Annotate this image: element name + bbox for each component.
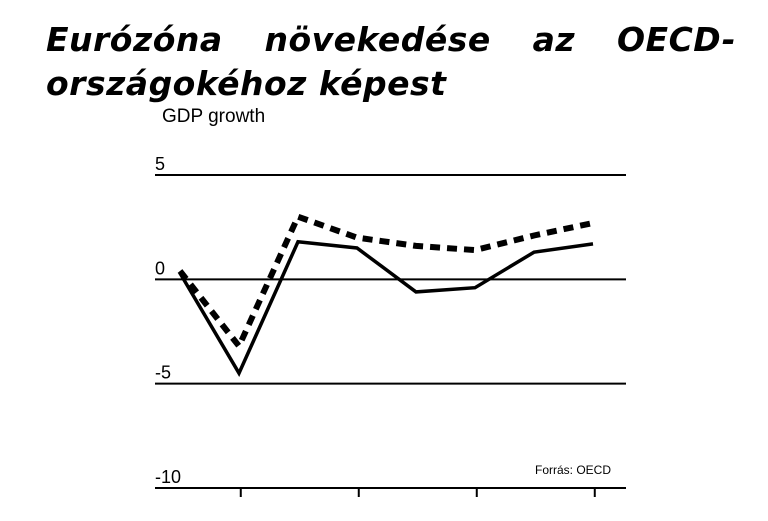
y-tick-label: -5 bbox=[155, 363, 171, 383]
y-tick-label: 0 bbox=[155, 258, 165, 278]
series-line-solid bbox=[178, 239, 594, 378]
grid-lines bbox=[155, 174, 626, 489]
series-lines bbox=[177, 212, 594, 378]
source-note: Forrás: OECD bbox=[535, 463, 611, 477]
tick-labels: 5 0 -5 -10 bbox=[155, 154, 181, 487]
y-tick-label: 5 bbox=[155, 154, 165, 174]
series-line-dashed bbox=[177, 212, 594, 352]
chart-title: Eurózóna növekedése az OECD-országokéhoz… bbox=[46, 20, 736, 103]
x-axis-ticks bbox=[239, 488, 596, 497]
y-tick-label: -10 bbox=[155, 467, 181, 487]
y-axis-label: GDP growth bbox=[162, 106, 266, 127]
